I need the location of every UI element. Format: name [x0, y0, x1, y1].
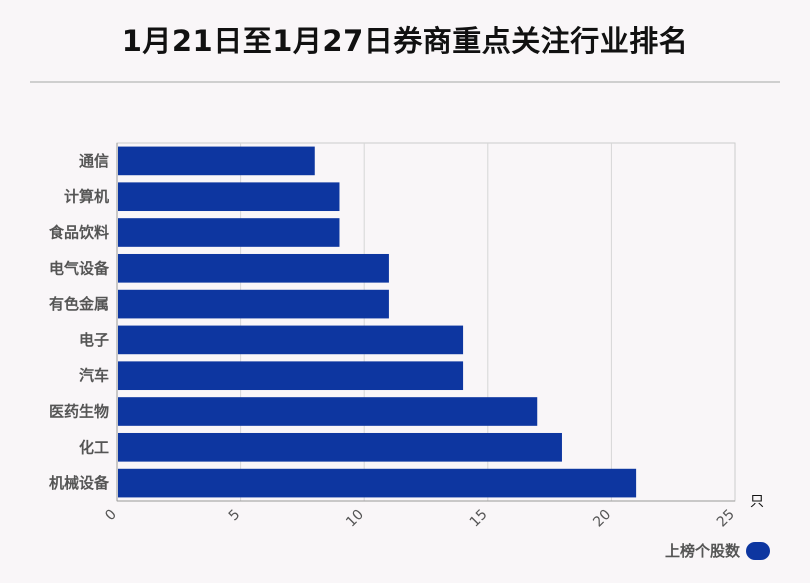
category-label: 电子: [79, 331, 109, 349]
category-label: 机械设备: [49, 474, 110, 492]
bar[interactable]: [118, 218, 340, 247]
bar[interactable]: [118, 253, 389, 283]
bar[interactable]: [118, 361, 464, 391]
legend-label: 上榜个股数: [664, 542, 740, 560]
tick-labels: 0 5 10 15 20 25: [102, 507, 738, 531]
x-tick-label: 0: [102, 507, 120, 525]
x-tick-label: 20: [590, 507, 614, 531]
x-tick-label: 5: [226, 507, 244, 525]
title-divider: [30, 81, 780, 83]
bar[interactable]: [118, 289, 389, 319]
chart-title: 1月21日至1月27日券商重点关注行业排名: [121, 24, 689, 58]
category-label: 通信: [79, 152, 109, 170]
bar[interactable]: [118, 397, 538, 426]
category-label: 食品饮料: [49, 224, 109, 242]
legend[interactable]: 上榜个股数: [665, 540, 770, 561]
category-label: 医药生物: [49, 403, 109, 421]
bar[interactable]: [118, 432, 562, 462]
category-label: 汽车: [79, 367, 109, 385]
bars: [118, 146, 637, 498]
x-tick-label: 15: [467, 507, 491, 531]
category-label: 有色金属: [49, 295, 109, 313]
bar[interactable]: [118, 146, 315, 176]
x-axis-unit: 只: [750, 494, 764, 510]
bar[interactable]: [118, 468, 637, 498]
category-label: 化工: [79, 438, 109, 456]
x-tick-label: 25: [714, 507, 738, 531]
bar[interactable]: [118, 182, 340, 212]
category-label: 计算机: [64, 188, 109, 206]
bar[interactable]: [118, 325, 464, 355]
x-tick-label: 10: [343, 507, 367, 531]
legend-swatch: [746, 541, 770, 560]
category-label: 电气设备: [49, 259, 110, 277]
